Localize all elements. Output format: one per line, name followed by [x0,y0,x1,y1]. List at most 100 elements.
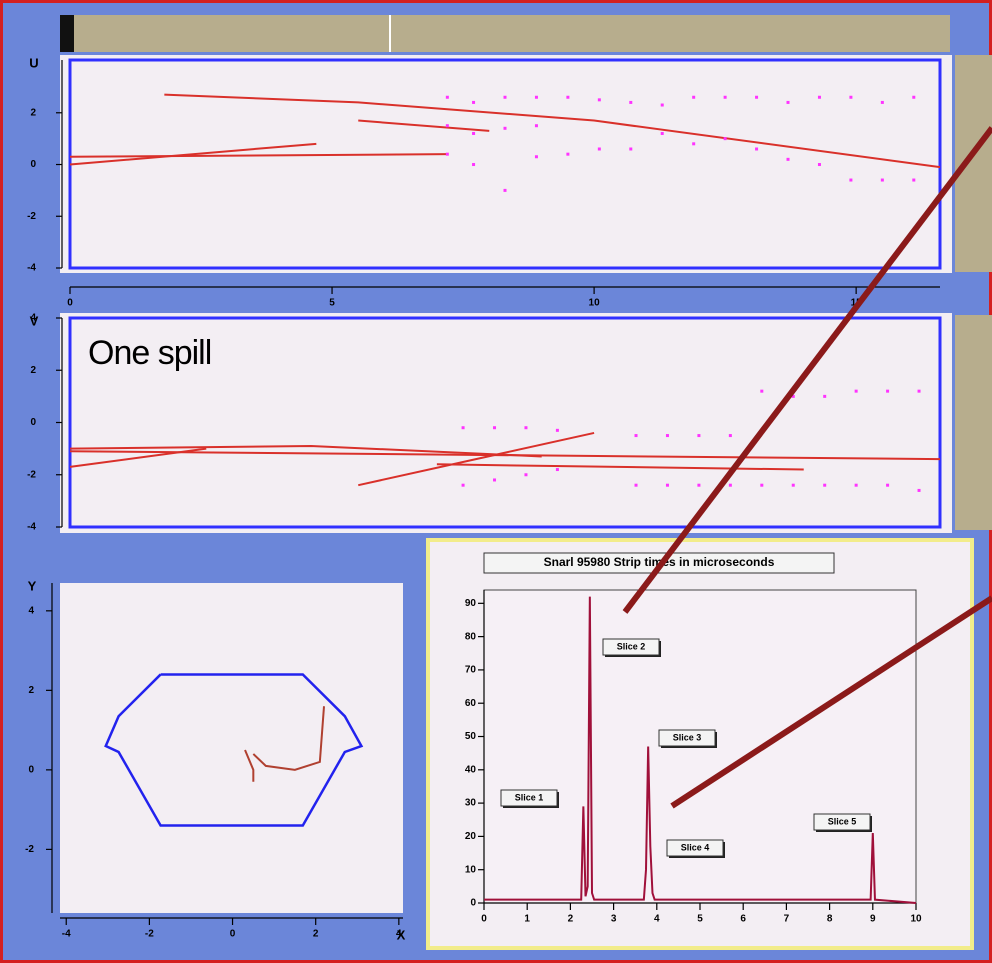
hit [446,96,449,99]
x-tick-label: 5 [697,914,703,925]
slice-label: Slice 3 [673,732,702,742]
slice-label: Slice 1 [515,792,544,802]
toolbar-handle [60,15,74,52]
hit [535,96,538,99]
hit [556,429,559,432]
y-tick-label: -2 [27,211,36,222]
hit [462,484,465,487]
hit [635,434,638,437]
y-tick-label: -2 [27,469,36,480]
y-tick-label: 0 [470,898,476,909]
hit [629,101,632,104]
hit [472,101,475,104]
x-tick-label: 10 [910,914,922,925]
x-tick-label: 7 [784,914,790,925]
x-axis-label: X [397,927,406,942]
hit [446,153,449,156]
y-tick-label: 30 [465,798,477,809]
hit [918,489,921,492]
hit [724,137,727,140]
hit [755,96,758,99]
hit [446,124,449,127]
y-axis-label: Y [28,578,37,593]
x-tick-label: 2 [568,914,574,925]
hit [918,390,921,393]
x-tick-label: 6 [740,914,746,925]
hit [823,395,826,398]
hit [855,484,858,487]
y-tick-label: 10 [465,864,477,875]
side-panel [955,55,992,272]
y-tick-label: 40 [465,764,477,775]
hit [729,434,732,437]
y-axis-label: V [30,313,39,328]
hit [629,147,632,150]
hit [823,484,826,487]
hit [760,484,763,487]
x-tick-label: 8 [827,914,833,925]
hit [912,179,915,182]
hit [787,101,790,104]
hit [493,478,496,481]
hit [535,155,538,158]
hit [666,434,669,437]
hit [729,484,732,487]
y-tick-label: 70 [465,665,477,676]
hit [661,132,664,135]
x-tick-label: 1 [524,914,530,925]
x-tick-label: 0 [481,914,487,925]
x-tick-label: 2 [313,929,319,940]
hit [566,96,569,99]
y-tick-label: 20 [465,831,477,842]
hit [818,163,821,166]
page: -4-202U051015-4-2024V-2024Y-4-2024XSnarl… [0,0,992,963]
x-tick-label: 9 [870,914,876,925]
y-tick-label: 2 [30,107,36,118]
hit [697,434,700,437]
hit [849,179,852,182]
hit [472,163,475,166]
hit [472,132,475,135]
side-panel [955,315,992,530]
hit [635,484,638,487]
hit [692,96,695,99]
hit [886,484,889,487]
hit [493,426,496,429]
hit [504,96,507,99]
y-tick-label: -4 [27,263,36,274]
hit [462,426,465,429]
hit [760,390,763,393]
x-tick-label: -4 [62,929,71,940]
hit [556,468,559,471]
y-tick-label: 80 [465,631,477,642]
x-tick-label: 10 [589,298,601,309]
hit [755,147,758,150]
toolbar [60,15,950,52]
y-axis-label: U [29,55,38,70]
hit [912,96,915,99]
slice-label: Slice 5 [828,816,857,826]
hit [535,124,538,127]
slice-label: Slice 2 [617,641,646,651]
y-tick-label: -2 [25,844,34,855]
x-tick-label: 0 [67,298,73,309]
hit [692,142,695,145]
hit [881,101,884,104]
x-tick-label: -2 [145,929,154,940]
x-tick-label: 0 [230,929,236,940]
y-tick-label: 50 [465,731,477,742]
hit [566,153,569,156]
hit [598,147,601,150]
y-tick-label: 2 [28,685,34,696]
hit [524,426,527,429]
hit [504,127,507,130]
hit [504,189,507,192]
hit [524,473,527,476]
hit [855,390,858,393]
event-display: -4-202U051015-4-2024V-2024Y-4-2024XSnarl… [0,0,992,963]
hit [724,96,727,99]
hit [881,179,884,182]
y-tick-label: 0 [30,417,36,428]
y-tick-label: 90 [465,598,477,609]
y-tick-label: 0 [28,765,34,776]
